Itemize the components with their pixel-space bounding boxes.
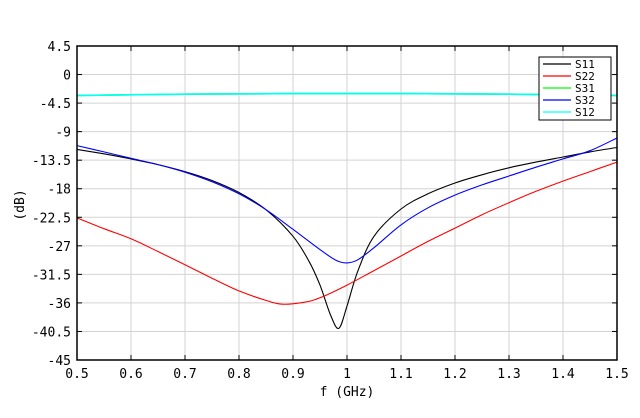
y-tick-label: -27 [48,240,71,255]
legend-label-s11: S11 [575,58,595,71]
y-tick-label: -40.5 [32,325,71,340]
curve-s12 [76,92,618,97]
y-tick-label: -31.5 [32,268,71,283]
x-tick-label: 0.7 [173,367,196,382]
y-tick-label: -36 [48,297,71,312]
curve-s11 [76,146,618,330]
y-axis-tick-labels: 4.5 0 -4.5 -9 -13.5 -18 -22.5 -27 -31.5 -36 -40.5 -… [32,40,71,369]
y-tick-label: -4.5 [40,97,71,112]
x-tick-label: 1.5 [605,367,628,382]
legend-label-s31: S31 [575,82,595,95]
x-tick-label: 0.9 [281,367,304,382]
y-tick-label: -13.5 [32,154,71,169]
legend-label-s22: S22 [575,70,595,83]
y-tick-label: -18 [48,183,71,198]
x-tick-label: 1.1 [389,367,412,382]
data-curves [76,92,618,330]
x-axis-label: f (GHz) [320,385,375,400]
legend-label-s32: S32 [575,94,595,107]
x-axis-tick-labels: 0.5 0.6 0.7 0.8 0.9 1 1.1 1.2 1.3 1.4 1.5 [65,367,628,382]
curve-s32 [76,137,618,264]
axis-ticks [76,45,618,361]
x-tick-label: 0.8 [227,367,250,382]
x-tick-label: 1.4 [551,367,575,382]
curve-s22 [76,161,618,305]
x-tick-label: 1.3 [497,367,520,382]
y-tick-label: 4.5 [48,40,71,55]
x-tick-label: 1 [343,367,351,382]
x-tick-label: 1.2 [443,367,466,382]
y-axis-label: (dB) [13,189,28,220]
legend-label-s12: S12 [575,106,595,119]
x-tick-label: 0.5 [65,367,88,382]
y-tick-label: -45 [48,354,71,369]
y-tick-label: -22.5 [32,211,71,226]
y-tick-label: 0 [63,69,71,84]
y-tick-label: -9 [55,126,71,141]
x-tick-label: 0.6 [119,367,142,382]
